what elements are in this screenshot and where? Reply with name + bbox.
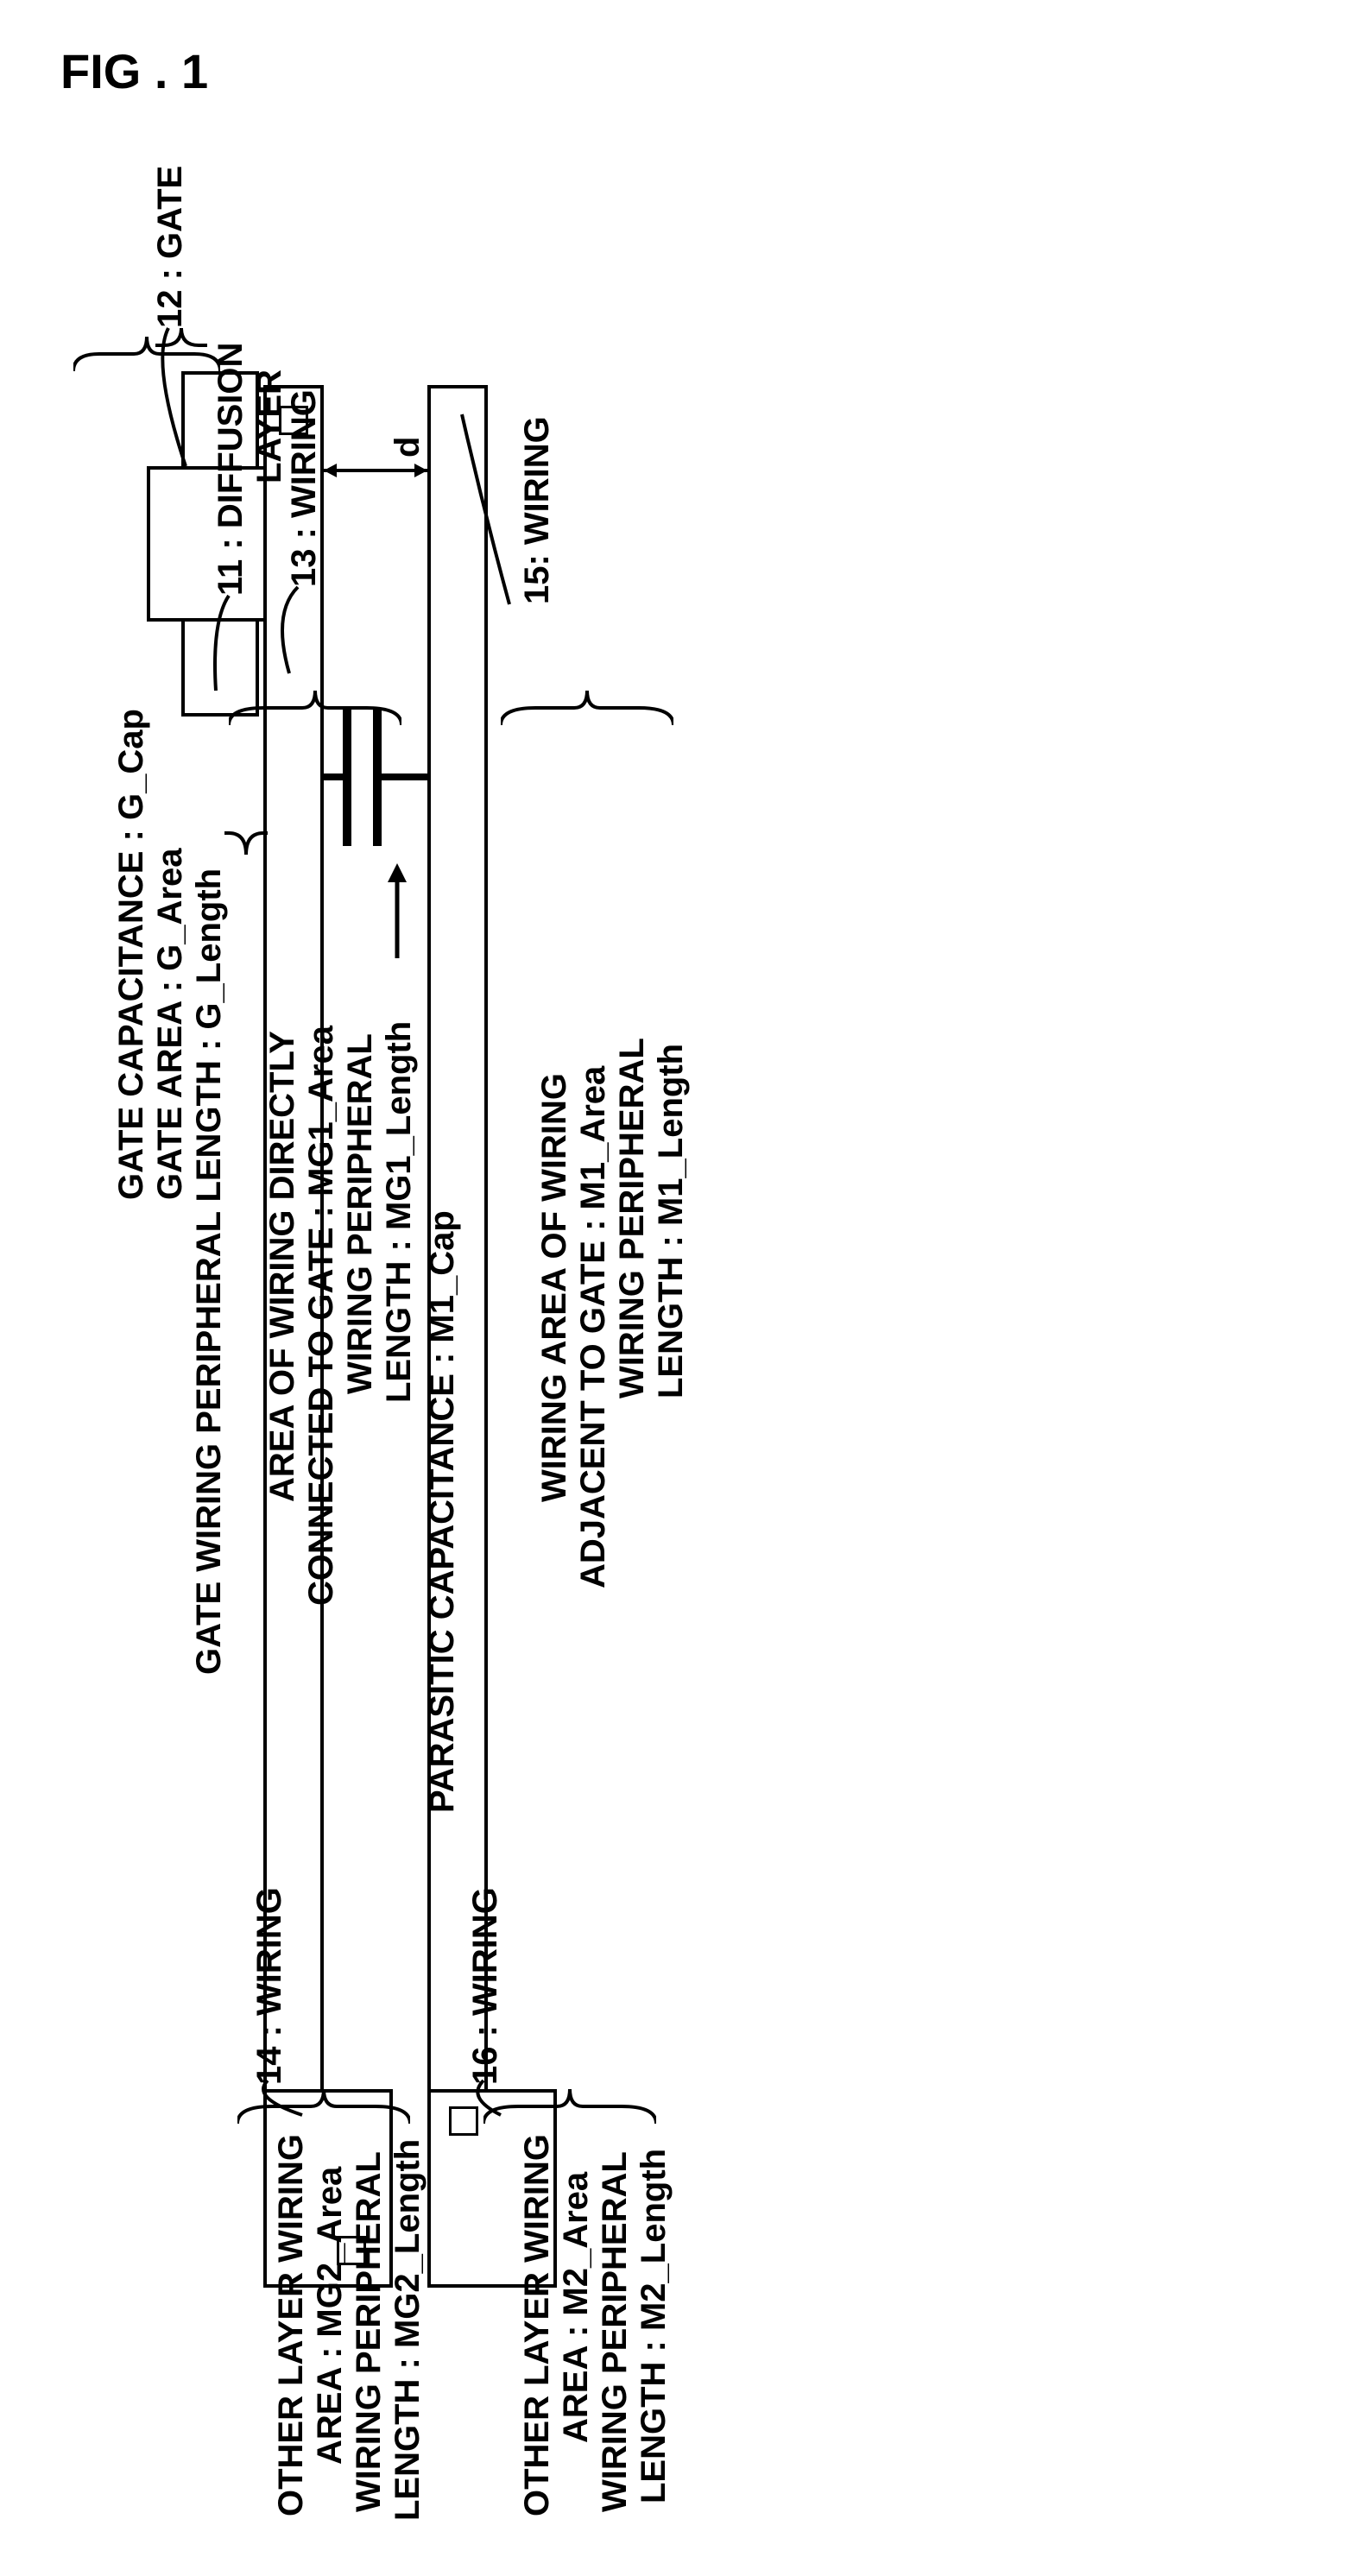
cap-plate-a (343, 708, 351, 846)
figure-1: FIG . 1 d 12 : GATE GATE CAPACITANCE : G… (35, 35, 1312, 2538)
leader-13 (263, 578, 306, 682)
label-ref14: 14 : WIRING (250, 1887, 289, 2085)
label-gate-l1: GATE CAPACITANCE : G_Cap (112, 709, 151, 1200)
label-m1-l2: ADJACENT TO GATE : M1_Area (574, 1066, 613, 1588)
brace-mg1-block (229, 691, 401, 725)
label-mg1-l4: LENGTH : MG1_Length (380, 1021, 419, 1403)
brace-m1-block (501, 691, 673, 725)
label-mg1-l1: AREA OF WIRING DIRECTLY (263, 1031, 302, 1502)
label-ref11b: LAYER (250, 369, 289, 483)
cap-lead-bot (382, 773, 427, 780)
label-parasitic: PARASITIC CAPACITANCE : M1_Cap (423, 1210, 462, 1813)
label-mg1-l2: CONNECTED TO GATE : MG1_Area (302, 1026, 341, 1606)
label-m1-l1: WIRING AREA OF WIRING (535, 1073, 574, 1502)
figure-title: FIG . 1 (60, 43, 208, 99)
label-ref11: 11 : DIFFUSION (212, 343, 250, 596)
cap-lead-top (324, 773, 343, 780)
label-mg2-l1: OTHER LAYER WIRING (272, 2134, 311, 2516)
brace-gate-block (73, 337, 220, 371)
leader-15 (458, 406, 527, 613)
arrow-parasitic (376, 863, 419, 967)
label-m2-l2: AREA : M2_Area (557, 2172, 596, 2443)
label-m2-l3: WIRING PERIPHERAL (596, 2151, 635, 2512)
label-gate-l2: GATE AREA : G_Area (151, 849, 190, 1200)
label-m1-l3: WIRING PERIPHERAL (613, 1038, 652, 1398)
label-mg2-l2: AREA : MG2_Area (311, 2167, 350, 2465)
brace-mg2-block (237, 2089, 410, 2124)
label-ref13: 13 : WIRING (285, 389, 324, 587)
label-m2-l4: LENGTH : M2_Length (635, 2149, 673, 2503)
label-mg2-l4: LENGTH : MG2_Length (389, 2139, 427, 2521)
label-m2-l1: OTHER LAYER WIRING (518, 2134, 557, 2516)
label-m1-l4: LENGTH : M1_Length (652, 1044, 691, 1398)
label-d: d (389, 437, 427, 458)
label-mg2-l3: WIRING PERIPHERAL (350, 2151, 389, 2512)
label-gate-l3: GATE WIRING PERIPHERAL LENGTH : G_Length (190, 868, 229, 1675)
brace-m2-block (483, 2089, 656, 2124)
cap-plate-b (373, 708, 382, 846)
label-mg1-l3: WIRING PERIPHERAL (341, 1033, 380, 1394)
label-ref16: 16 : WIRING (466, 1887, 505, 2085)
label-ref12: 12 : GATE (151, 166, 190, 328)
